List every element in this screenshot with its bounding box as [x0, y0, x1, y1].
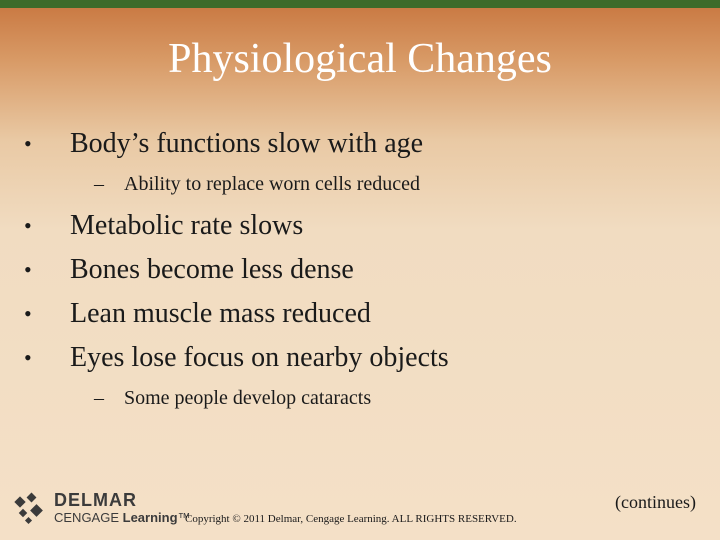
bullet-marker: • — [24, 213, 32, 238]
bullet-item: • Lean muscle mass reduced — [22, 296, 702, 332]
sub-bullet-item: – Some people develop cataracts — [22, 384, 702, 412]
bullet-text: Eyes lose focus on nearby objects — [70, 342, 449, 373]
bullet-marker: • — [24, 301, 32, 326]
logo-wordmark-delmar: DELMAR — [54, 490, 137, 510]
bullet-item: • Metabolic rate slows — [22, 208, 702, 244]
bullet-item: • Eyes lose focus on nearby objects — [22, 340, 702, 376]
sub-bullet-item: – Ability to replace worn cells reduced — [22, 170, 702, 198]
dash-marker: – — [94, 173, 104, 195]
bullet-marker: • — [24, 345, 32, 370]
bullet-text: Metabolic rate slows — [70, 210, 304, 241]
delmar-cengage-logo: DELMAR CENGAGE Learning™ — [14, 490, 191, 528]
bullet-text: Bones become less dense — [70, 254, 354, 285]
sub-bullet-text: Ability to replace worn cells reduced — [124, 173, 420, 195]
bullet-text: Body’s functions slow with age — [70, 128, 424, 159]
bullet-list: • Body’s functions slow with age – Abili… — [22, 126, 702, 412]
bullet-text: Lean muscle mass reduced — [70, 298, 371, 329]
bullet-marker: • — [24, 131, 32, 156]
bullet-item: • Bones become less dense — [22, 252, 702, 288]
continues-label: (continues) — [615, 492, 696, 512]
top-color-band — [0, 0, 720, 8]
dash-marker: – — [94, 387, 104, 409]
logo-mark-icon — [14, 492, 43, 525]
copyright-notice: Copyright © 2011 Delmar, Cengage Learnin… — [185, 513, 517, 525]
bullet-item: • Body’s functions slow with age — [22, 126, 702, 162]
sub-bullet-text: Some people develop cataracts — [124, 387, 372, 409]
slide-title: Physiological Changes — [168, 36, 552, 82]
logo-wordmark-cengage: CENGAGE Learning™ — [54, 510, 191, 525]
bullet-marker: • — [24, 257, 32, 282]
